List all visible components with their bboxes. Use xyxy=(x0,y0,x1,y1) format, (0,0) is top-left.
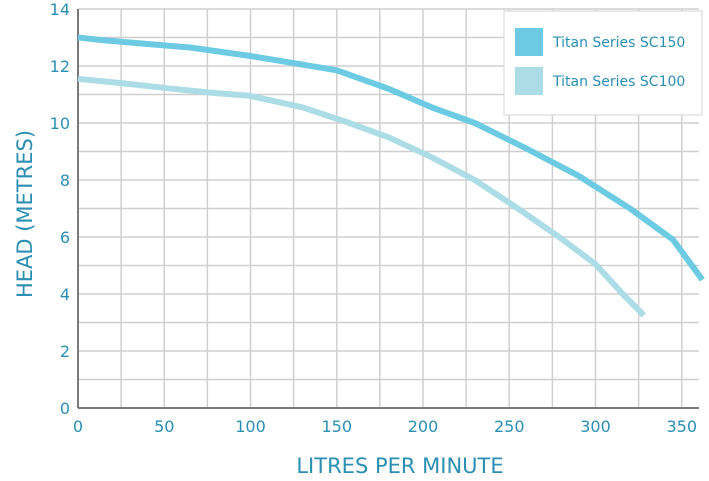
series-line-sc100 xyxy=(77,75,646,318)
x-tick-label: 100 xyxy=(235,417,266,436)
x-tick-label: 300 xyxy=(580,417,611,436)
series-lines xyxy=(77,34,705,318)
legend-box xyxy=(503,10,703,116)
y-tick-label: 8 xyxy=(60,171,70,190)
x-tick-label: 150 xyxy=(321,417,352,436)
y-axis-title: HEAD (METRES) xyxy=(13,130,37,298)
legend-label-sc100: Titan Series SC100 xyxy=(552,74,685,90)
legend-swatch-sc150 xyxy=(515,28,543,56)
y-tick-label: 6 xyxy=(60,228,70,247)
x-tick-label: 50 xyxy=(154,417,174,436)
legend-label-sc150: Titan Series SC150 xyxy=(552,35,685,51)
y-tick-labels: 0 2 4 6 8 10 12 14 xyxy=(50,0,70,418)
x-tick-label: 250 xyxy=(494,417,525,436)
series-line-sc150 xyxy=(77,34,705,282)
x-tick-labels: 0 50 100 150 200 250 300 350 xyxy=(73,417,697,436)
y-tick-label: 2 xyxy=(60,342,70,361)
x-axis-title: LITRES PER MINUTE xyxy=(296,454,503,478)
y-tick-label: 12 xyxy=(50,57,70,76)
x-tick-label: 200 xyxy=(408,417,439,436)
x-tick-label: 350 xyxy=(666,417,697,436)
y-tick-label: 4 xyxy=(60,285,70,304)
y-tick-label: 14 xyxy=(50,0,70,19)
legend: Titan Series SC150 Titan Series SC100 xyxy=(503,10,703,116)
y-tick-label: 0 xyxy=(60,399,70,418)
x-tick-label: 0 xyxy=(73,417,83,436)
legend-swatch-sc100 xyxy=(515,67,543,95)
y-tick-label: 10 xyxy=(50,114,70,133)
